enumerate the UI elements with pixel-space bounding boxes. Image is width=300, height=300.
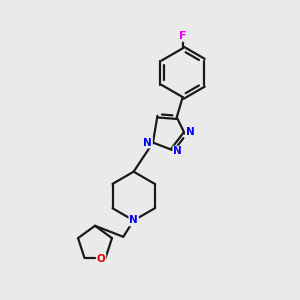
Text: N: N xyxy=(173,146,182,157)
Text: O: O xyxy=(97,254,105,264)
Text: N: N xyxy=(143,138,152,148)
Text: N: N xyxy=(186,127,194,137)
Text: F: F xyxy=(179,31,186,41)
Text: N: N xyxy=(129,215,138,225)
